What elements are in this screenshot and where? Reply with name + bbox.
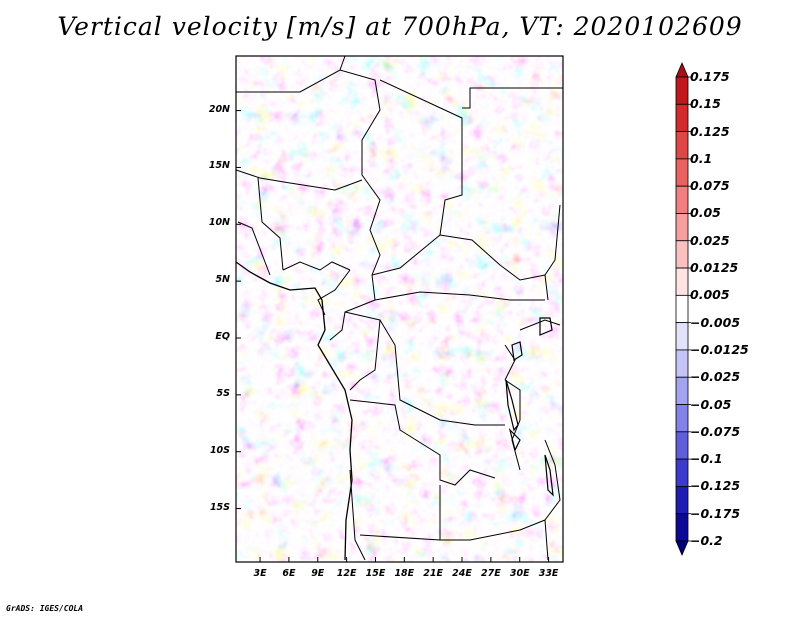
colorbar-band — [675, 185, 689, 214]
longitude-label: 12E — [336, 568, 357, 579]
latitude-label: 10N — [208, 217, 230, 229]
latitude-label: 20N — [208, 103, 230, 115]
colorbar — [675, 61, 691, 557]
colorbar-label: −0.1 — [690, 451, 723, 467]
longitude-label: 21E — [423, 568, 444, 579]
longitude-label: 30E — [509, 568, 530, 579]
colorbar-band — [675, 404, 689, 433]
colorbar-band — [675, 158, 689, 187]
colorbar-label: −0.005 — [690, 314, 741, 330]
latitude-ticks — [236, 110, 241, 510]
colorbar-label: 0.075 — [690, 178, 730, 194]
longitude-ticks — [259, 557, 550, 562]
latitude-label: EQ — [215, 330, 230, 342]
colorbar-band — [675, 240, 689, 269]
software-credit: GrADS: IGES/COLA — [6, 604, 84, 613]
colorbar-label: −0.075 — [690, 423, 741, 439]
colorbar-label: 0.1 — [690, 150, 713, 166]
colorbar-band — [675, 486, 689, 515]
map-frame — [235, 55, 564, 563]
colorbar-label: −0.175 — [690, 505, 741, 521]
longitude-label: 3E — [253, 568, 267, 579]
colorbar-label: 0.15 — [690, 96, 721, 112]
colorbar-label: −0.2 — [690, 533, 723, 548]
colorbar-label: 0.125 — [690, 123, 730, 139]
colorbar-band — [675, 267, 689, 296]
colorbar-label: −0.05 — [690, 396, 732, 412]
coastline — [236, 261, 353, 561]
longitude-label: 18E — [394, 568, 415, 579]
latitude-label: 15S — [209, 501, 230, 513]
longitude-label: 15E — [365, 568, 386, 579]
colorbar-band — [675, 76, 689, 105]
colorbar-band — [675, 458, 689, 487]
latitude-label: 5S — [216, 387, 230, 399]
colorbar-max-arrow — [675, 61, 689, 78]
colorbar-label: 0.0125 — [690, 260, 739, 276]
latitude-label: 15N — [208, 160, 230, 172]
colorbar-band — [675, 513, 689, 542]
colorbar-label: 0.05 — [690, 205, 721, 221]
colorbar-band — [675, 131, 689, 160]
colorbar-label: −0.125 — [690, 478, 741, 494]
lakes — [505, 317, 554, 497]
colorbar-label: 0.025 — [690, 232, 730, 248]
colorbar-band — [675, 213, 689, 242]
longitude-label: 6E — [282, 568, 296, 579]
latitude-label: 5N — [215, 274, 230, 286]
velocity-field — [236, 56, 563, 562]
colorbar-band — [675, 376, 689, 405]
colorbar-label: −0.025 — [690, 369, 741, 385]
colorbar-band — [675, 349, 689, 378]
page-title: Vertical velocity [m/s] at 700hPa, VT: 2… — [57, 12, 743, 41]
colorbar-min-arrow — [675, 540, 689, 557]
longitude-label: 9E — [311, 568, 325, 579]
latitude-label: 10S — [209, 444, 230, 456]
colorbar-band — [675, 103, 689, 132]
colorbar-label: −0.0125 — [690, 341, 749, 357]
colorbar-band — [675, 322, 689, 351]
longitude-label: 24E — [452, 568, 472, 579]
colorbar-band — [675, 294, 689, 324]
colorbar-label: 0.175 — [690, 69, 730, 84]
colorbar-band — [675, 431, 689, 460]
longitude-label: 27E — [481, 568, 501, 579]
longitude-label: 33E — [538, 568, 559, 579]
colorbar-label: 0.005 — [690, 287, 730, 303]
